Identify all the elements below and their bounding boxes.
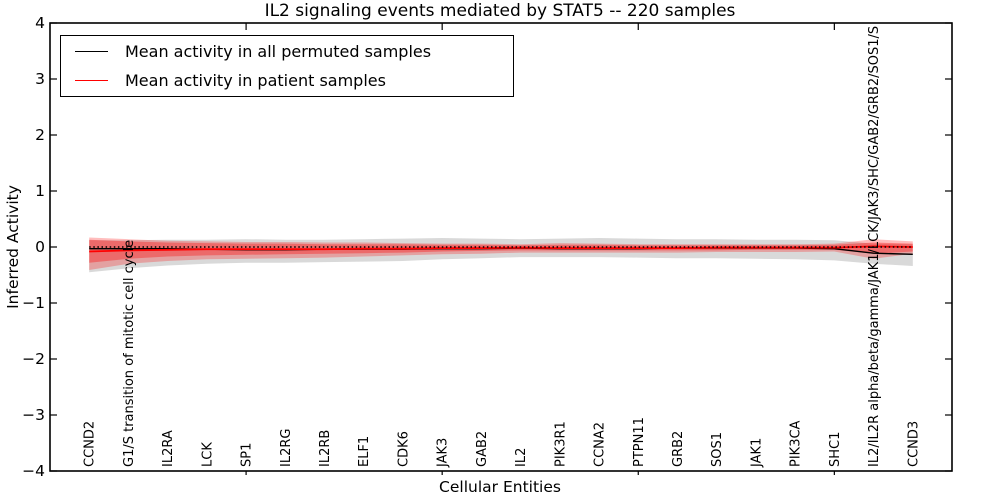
x-category-label: SHC1 bbox=[828, 432, 843, 467]
y-tick-label: 1 bbox=[35, 182, 45, 200]
patient-mean-line bbox=[89, 245, 913, 253]
x-category-label: IL2RG bbox=[279, 429, 294, 467]
patient-line-swatch-icon bbox=[75, 79, 108, 81]
permuted-line-swatch-icon bbox=[75, 51, 108, 53]
x-category-label: SP1 bbox=[240, 443, 255, 467]
x-category-label: CCND2 bbox=[83, 421, 98, 467]
x-category-label: IL2/IL2R alpha/beta/gamma/JAK1/LCK/JAK3/… bbox=[867, 26, 882, 467]
x-category-label: LCK bbox=[200, 442, 215, 467]
x-category-label: IL2 bbox=[514, 448, 529, 467]
x-axis-label: Cellular Entities bbox=[439, 478, 561, 496]
legend-label-patient: Mean activity in patient samples bbox=[125, 70, 386, 90]
legend-item-patient: Mean activity in patient samples bbox=[61, 67, 513, 93]
y-tick-label: −3 bbox=[22, 406, 45, 424]
x-category-label: CCNA2 bbox=[593, 422, 608, 467]
x-category-label: PTPN11 bbox=[632, 417, 647, 467]
y-tick-label: 2 bbox=[35, 126, 45, 144]
x-category-label: GAB2 bbox=[475, 431, 490, 467]
band-patient-inner bbox=[89, 239, 913, 263]
x-category-label: SOS1 bbox=[710, 432, 725, 467]
x-category-label: CDK6 bbox=[397, 431, 412, 467]
x-category-label: JAK3 bbox=[436, 438, 451, 468]
y-tick-label: −2 bbox=[22, 350, 45, 368]
x-category-label: IL2RB bbox=[318, 430, 333, 467]
x-category-label: PIK3CA bbox=[789, 420, 804, 467]
x-category-label: CCND3 bbox=[906, 421, 921, 467]
y-tick-label: −4 bbox=[22, 462, 45, 480]
x-category-label: GRB2 bbox=[671, 431, 686, 467]
x-category-label: JAK1 bbox=[749, 438, 764, 468]
band-patient-outer bbox=[89, 237, 913, 270]
y-tick-label: 3 bbox=[35, 70, 45, 88]
x-category-label: PIK3R1 bbox=[553, 421, 568, 467]
chart-title: IL2 signaling events mediated by STAT5 -… bbox=[264, 1, 736, 21]
y-tick-label: 0 bbox=[35, 238, 45, 256]
legend: Mean activity in all permuted samples Me… bbox=[60, 35, 514, 97]
y-tick-label: 4 bbox=[35, 14, 45, 32]
legend-label-permuted: Mean activity in all permuted samples bbox=[125, 42, 432, 62]
x-category-label: G1/S transition of mitotic cell cycle bbox=[122, 240, 137, 467]
legend-item-permuted: Mean activity in all permuted samples bbox=[61, 39, 513, 65]
y-tick-label: −1 bbox=[22, 294, 45, 312]
x-category-label: IL2RA bbox=[161, 430, 176, 467]
x-category-label: ELF1 bbox=[357, 436, 372, 467]
